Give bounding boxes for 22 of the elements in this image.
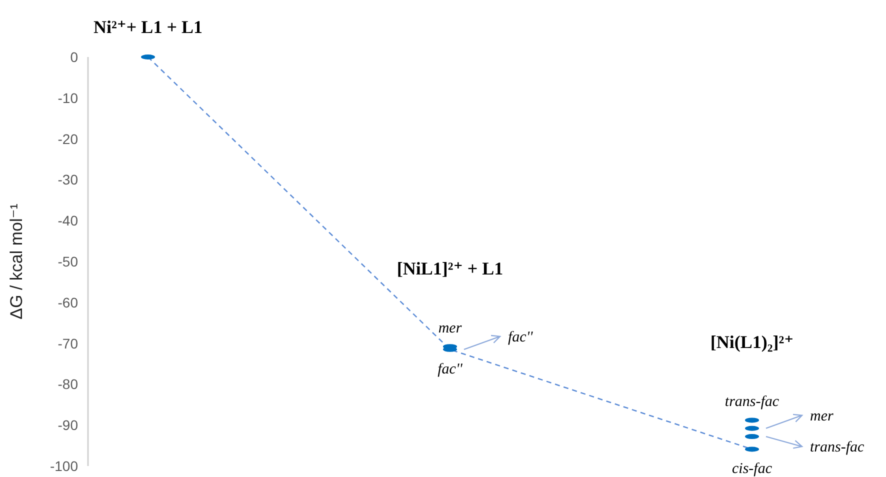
annotation: fac'' xyxy=(438,361,464,378)
annotation: cis-fac xyxy=(732,461,772,477)
annotation: trans-fac xyxy=(724,394,780,410)
y-tick-label: -100 xyxy=(50,458,78,474)
annotation: fac'' xyxy=(508,329,534,346)
annotation: trans-fac xyxy=(810,440,865,456)
annotation: mer xyxy=(810,408,834,424)
y-tick-label: -20 xyxy=(58,130,78,147)
annotation: mer xyxy=(438,320,462,337)
y-axis-title: ΔG / kcal mol⁻¹ xyxy=(7,203,26,320)
x-tick-label: [Ni(L1)₂]²⁺ xyxy=(710,332,794,352)
y-tick-label: 0 xyxy=(70,49,78,65)
y-tick-label: -40 xyxy=(58,212,78,229)
y-tick-label: -80 xyxy=(58,376,78,392)
y-tick-label: -70 xyxy=(58,335,78,352)
x-tick-label: Ni²⁺+ L1 + L1 xyxy=(94,17,202,37)
y-tick-label: -10 xyxy=(58,90,78,106)
y-tick-label: -90 xyxy=(58,417,78,434)
y-tick-label: -50 xyxy=(58,254,78,270)
y-tick-label: -30 xyxy=(58,172,78,188)
x-tick-label: [NiL1]²⁺ + L1 xyxy=(396,258,504,279)
y-tick-label: -60 xyxy=(58,294,78,310)
